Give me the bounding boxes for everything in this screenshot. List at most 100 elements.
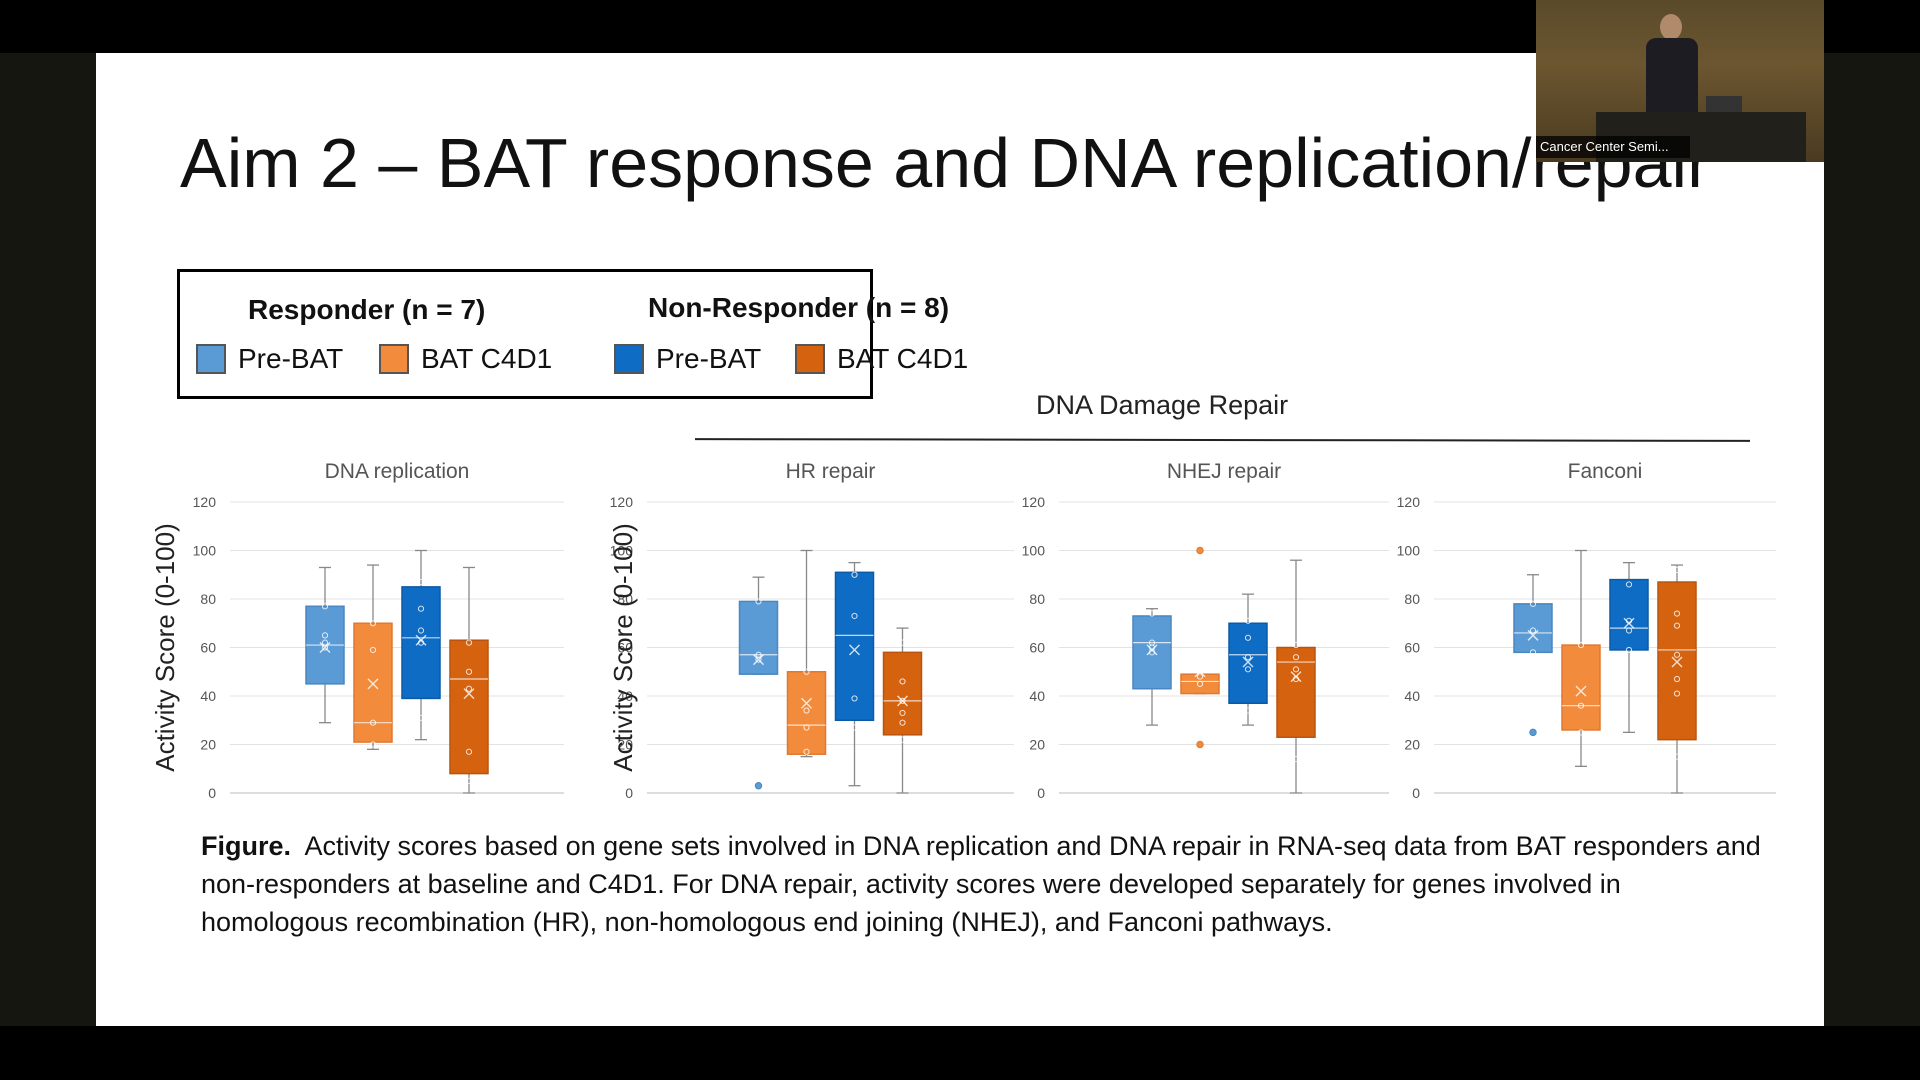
box-body [1180,673,1220,695]
data-point [1196,680,1204,687]
box-body [1276,646,1316,738]
mean-marker [1527,629,1539,641]
mean-marker [801,697,812,709]
data-point [803,748,810,755]
laptop [1706,96,1742,114]
legend-swatch [196,344,226,374]
data-point [321,603,329,610]
mean-marker [367,678,379,690]
y-tick-label: 20 [1404,737,1420,753]
data-point [321,644,329,651]
data-point [1292,755,1300,763]
caption-text: Activity scores based on gene sets invol… [201,831,1761,937]
box-body [1228,622,1268,705]
speaker-head [1660,14,1682,40]
y-tick-label: 80 [200,591,216,607]
data-point [1673,675,1681,683]
mean-marker [897,695,908,707]
data-point [465,777,473,784]
data-point [1529,627,1537,634]
y-tick-label: 120 [193,494,217,510]
mean-marker [1623,617,1635,629]
panel-title: NHEJ repair [1167,460,1281,483]
box-body [882,651,923,736]
mean-marker [1575,685,1587,697]
data-point [1577,729,1585,736]
data-point [1673,622,1681,629]
y-tick-label: 60 [617,640,633,656]
y-tick-label: 120 [610,494,634,510]
y-tick-label: 0 [208,785,216,801]
data-point [803,724,810,731]
data-point [803,707,810,714]
y-tick-label: 60 [1029,640,1045,656]
data-point [899,697,906,704]
data-point [851,612,858,620]
y-tick-label: 100 [610,543,634,559]
mean-marker [753,654,764,666]
legend-box: Responder (n = 7) Non-Responder (n = 8) … [177,269,968,399]
data-point [417,627,425,634]
dna-damage-repair-header: DNA Damage Repair [1036,390,1289,420]
legend-responder-title: Responder (n = 7) [248,294,486,325]
legend-label: BAT C4D1 [837,343,969,374]
data-point [417,605,425,612]
data-point [1529,600,1537,607]
y-tick-label: 20 [200,737,216,753]
legend-nonresponder-title: Non-Responder (n = 8) [648,292,950,323]
data-point [851,695,858,702]
data-point [369,620,377,627]
left-letterbox [0,53,96,1026]
data-point [899,719,906,726]
legend-label: Pre-BAT [238,343,344,374]
outlier-point [754,782,763,790]
y-tick-label: 40 [1029,688,1045,704]
data-point [465,668,473,675]
data-point [417,578,425,586]
mean-marker [1671,656,1683,668]
y-tick-label: 40 [200,688,216,704]
y-tick-label: 120 [1022,494,1046,510]
mean-marker [415,634,427,646]
box-body [1561,644,1601,731]
panel-title: HR repair [786,460,876,483]
y-tick-label: 80 [1404,591,1420,607]
data-point [321,632,329,639]
data-point [851,571,858,578]
data-point [1292,654,1300,661]
figure-caption: Figure. Activity scores based on gene se… [201,827,1761,941]
data-point [1529,649,1537,656]
y-tick-label: 0 [1037,785,1045,801]
data-point [1625,581,1633,588]
data-point [899,736,906,743]
data-point [755,598,762,605]
y-tick-label: 20 [617,737,633,753]
data-point [1577,702,1585,709]
legend-item-nonresponder-c4d1: BAT C4D1 [795,343,968,375]
data-point [465,685,473,692]
box-body [353,622,393,743]
legend-label: BAT C4D1 [421,343,553,374]
data-point [851,724,858,731]
y-tick-label: 20 [1029,737,1045,753]
box-body [1609,578,1649,651]
data-point [1673,610,1681,617]
outlier-point [1196,546,1204,555]
box-plot-charts: DNA replication 0 20 40 60 80 100 120 Activity S… [150,460,1776,801]
panel-title: DNA replication [325,460,470,483]
data-point [755,656,762,663]
data-point [1244,707,1252,714]
webcam-label: Cancer Center Semi... [1536,136,1690,158]
data-point [1244,666,1252,673]
data-point [1577,641,1585,649]
data-point [803,668,810,675]
data-point [1673,690,1681,697]
slide-title: Aim 2 – BAT response and DNA replication… [180,124,1711,202]
presentation-slide: Aim 2 – BAT response and DNA replication… [96,53,1824,1026]
webcam-video-feed[interactable]: Cancer Center Semi... [1536,0,1824,162]
box-body [1657,581,1697,741]
y-axis-label: Activity Score (0-100) [608,523,638,772]
data-point [1196,673,1204,680]
right-letterbox [1824,53,1920,1026]
caption-bold-label: Figure. [201,831,292,861]
